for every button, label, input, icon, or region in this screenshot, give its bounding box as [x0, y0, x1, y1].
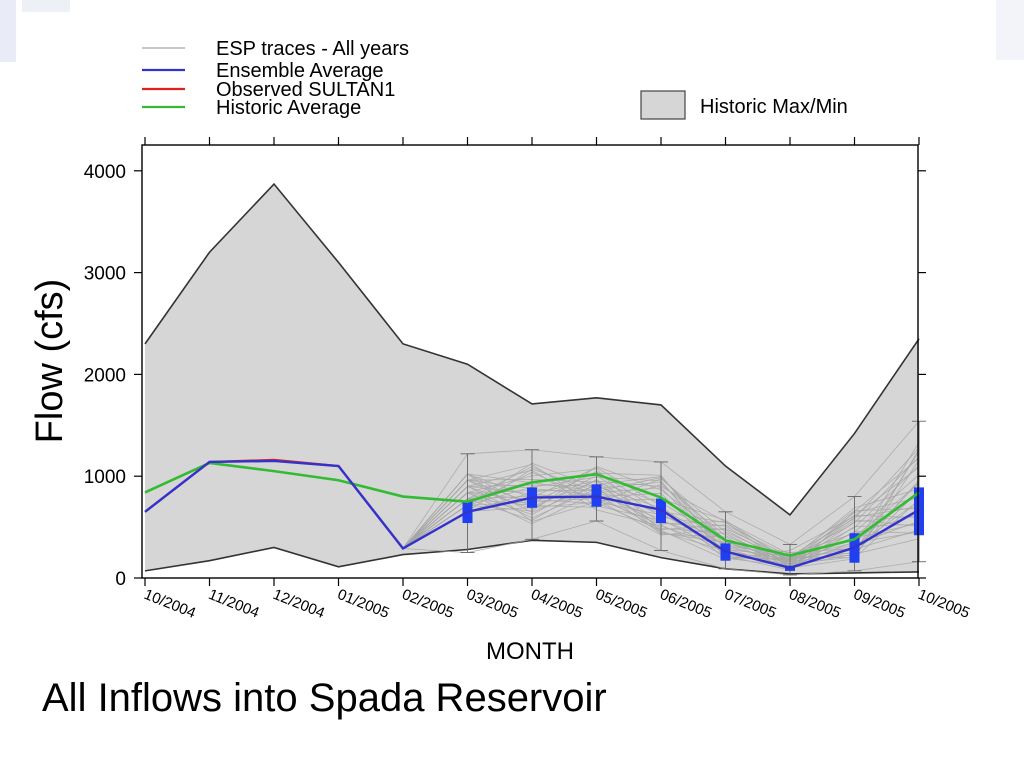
x-axis-label: MONTH	[486, 638, 574, 665]
x-tick-label: 02/2005	[400, 586, 457, 622]
corner-decoration-right	[996, 0, 1024, 60]
y-tick-label: 0	[115, 569, 126, 590]
x-tick-label: 03/2005	[464, 586, 521, 622]
y-tick-label: 4000	[84, 162, 126, 183]
x-tick-label: 08/2005	[787, 586, 844, 622]
legend-label: Historic Max/Min	[700, 96, 848, 118]
historic-max-min-band	[145, 184, 919, 574]
x-tick-label: 07/2005	[722, 586, 779, 622]
x-tick-label: 11/2004	[206, 586, 262, 622]
x-tick-label: 06/2005	[658, 586, 715, 622]
legend-label: ESP traces - All years	[216, 38, 409, 60]
y-tick-label: 2000	[84, 365, 126, 386]
esp-quartile-box	[914, 487, 924, 536]
legend-label: Observed SULTAN1	[216, 79, 395, 101]
x-tick-label: 09/2005	[851, 586, 908, 622]
x-tick-label: 04/2005	[529, 586, 586, 622]
legend-swatch-box	[640, 90, 686, 120]
ensemble-average-line	[144, 459, 920, 570]
x-tick-label: 12/2004	[271, 586, 328, 622]
plot-frame	[141, 144, 919, 579]
corner-decoration-bar	[22, 0, 70, 12]
corner-decoration-bar	[0, 0, 16, 62]
x-tick-label: 01/2005	[335, 586, 392, 622]
historic-average-line	[144, 461, 920, 557]
y-tick-label: 3000	[84, 264, 126, 285]
x-tick-label: 05/2005	[593, 586, 650, 622]
slide-caption: All Inflows into Spada Reservoir	[42, 676, 607, 720]
y-tick-label: 1000	[84, 467, 126, 488]
x-tick-label: 10/2005	[916, 586, 973, 622]
series-lines-layer	[144, 458, 920, 570]
legend-label: Ensemble Average	[216, 60, 384, 82]
y-axis-label: Flow (cfs)	[29, 279, 71, 444]
legend-label: Historic Average	[216, 97, 361, 119]
x-tick-label: 10/2004	[142, 586, 199, 622]
corner-decoration	[0, 0, 90, 62]
historic-max-line	[144, 182, 920, 516]
